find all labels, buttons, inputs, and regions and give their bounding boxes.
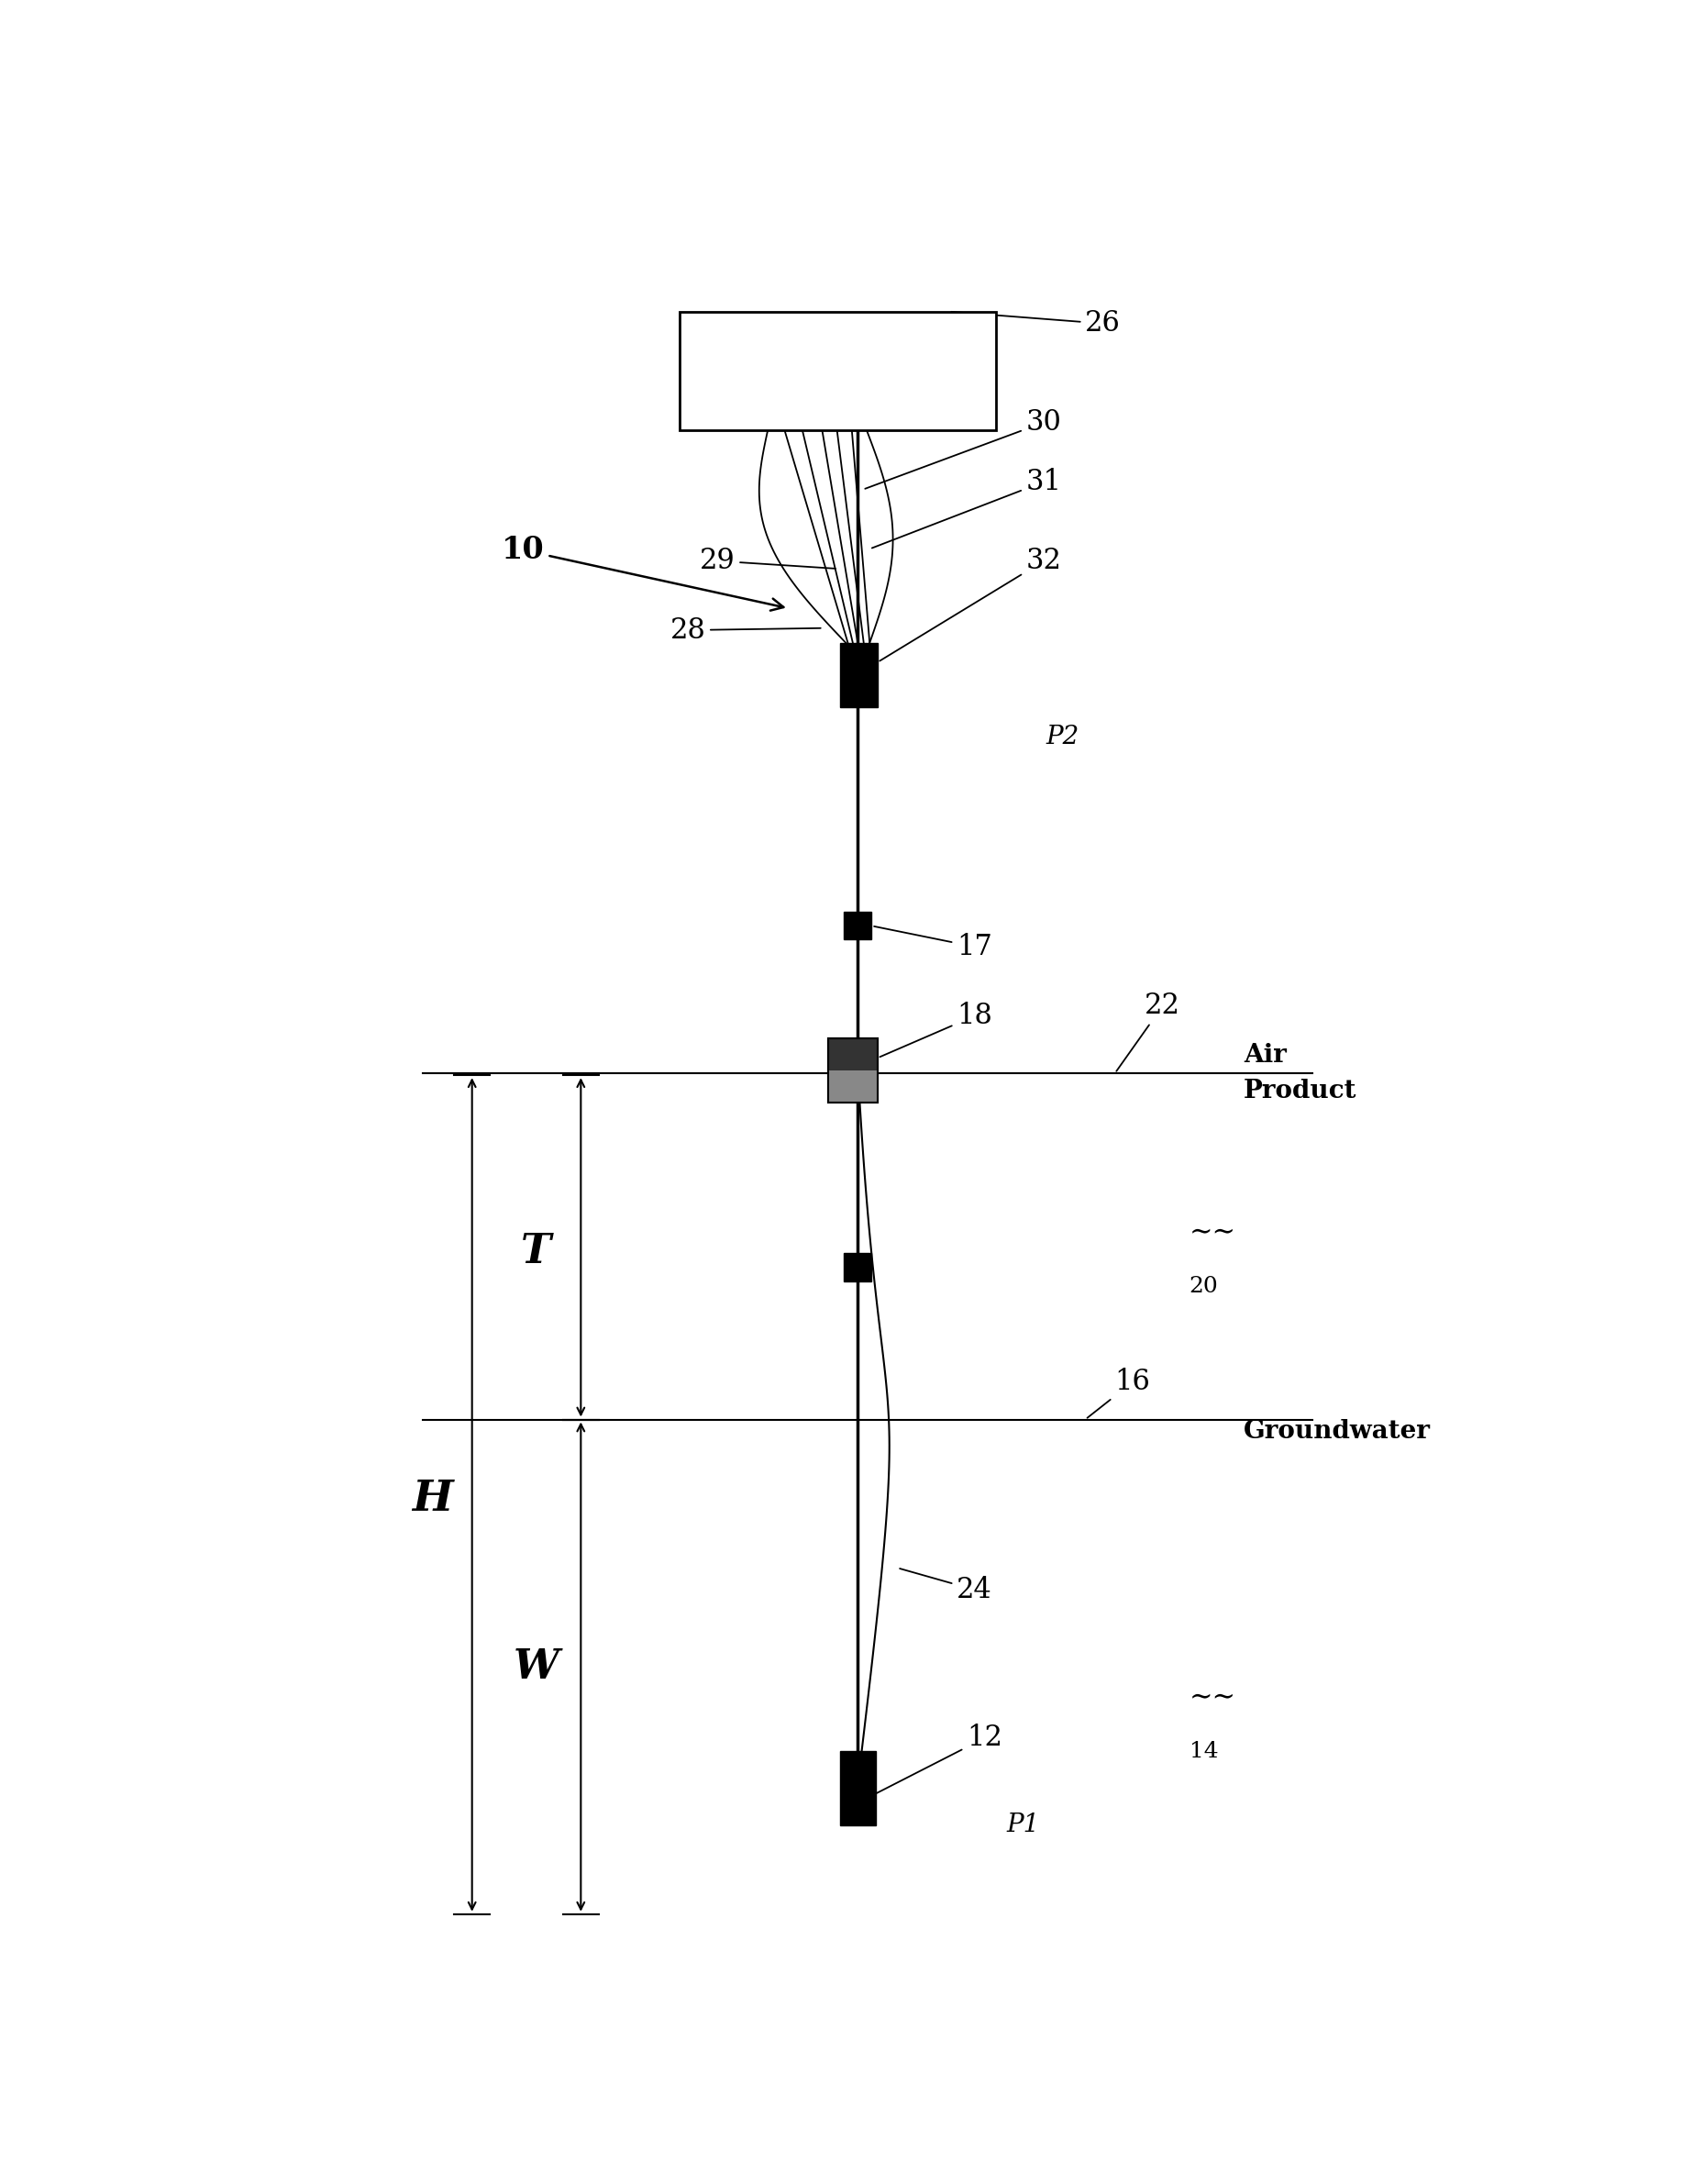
Text: Groundwater: Groundwater — [1244, 1420, 1431, 1444]
Text: 17: 17 — [874, 926, 992, 961]
Text: W: W — [513, 1647, 559, 1686]
Text: P1: P1 — [1006, 1813, 1040, 1837]
Text: 16: 16 — [1087, 1367, 1151, 1417]
Bar — [828, 1040, 877, 1070]
Text: 31: 31 — [872, 467, 1062, 548]
Text: Air: Air — [1244, 1044, 1287, 1068]
Bar — [828, 1040, 877, 1103]
Text: 20: 20 — [1188, 1275, 1219, 1297]
Text: 10: 10 — [501, 535, 784, 612]
Text: 18: 18 — [880, 1002, 992, 1057]
Bar — [679, 312, 995, 430]
Bar — [840, 642, 877, 708]
Text: Product: Product — [1244, 1079, 1356, 1103]
Bar — [828, 1040, 877, 1103]
Text: 32: 32 — [880, 546, 1062, 662]
Bar — [843, 913, 872, 939]
Text: 30: 30 — [865, 408, 1062, 489]
Text: 28: 28 — [670, 616, 821, 644]
Text: P2: P2 — [1046, 725, 1078, 749]
Bar — [840, 1752, 875, 1826]
Text: ∼∼: ∼∼ — [1188, 1682, 1236, 1710]
Bar — [828, 1070, 877, 1103]
Text: ∼∼: ∼∼ — [1188, 1216, 1236, 1245]
Bar — [843, 1254, 872, 1282]
Text: H: H — [411, 1479, 454, 1520]
Text: T: T — [521, 1232, 552, 1271]
Text: 22: 22 — [1116, 992, 1180, 1070]
Text: 29: 29 — [699, 546, 835, 574]
Text: 14: 14 — [1188, 1741, 1219, 1762]
Text: 26: 26 — [951, 310, 1121, 339]
Text: 24: 24 — [899, 1568, 992, 1603]
Text: 12: 12 — [860, 1723, 1002, 1802]
